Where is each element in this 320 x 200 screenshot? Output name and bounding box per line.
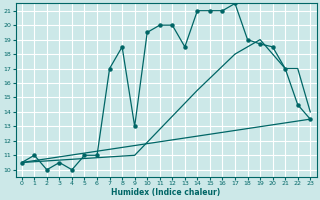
X-axis label: Humidex (Indice chaleur): Humidex (Indice chaleur) [111, 188, 221, 197]
